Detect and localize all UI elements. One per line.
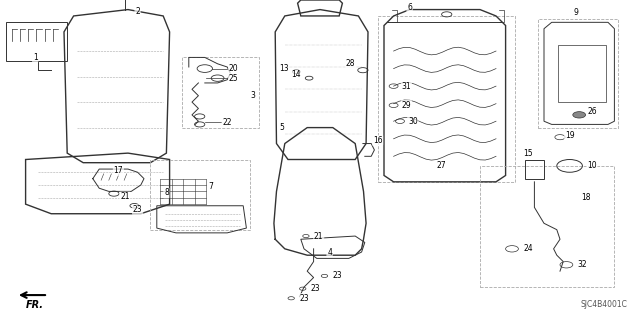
Text: 9: 9 — [573, 8, 579, 17]
Bar — [558, 45, 606, 102]
Text: FR.: FR. — [26, 300, 44, 310]
Text: 23: 23 — [310, 284, 321, 293]
Text: 12: 12 — [0, 318, 1, 319]
Text: 7: 7 — [209, 182, 214, 191]
Text: 21: 21 — [120, 192, 129, 201]
Bar — [182, 57, 259, 128]
Text: 29: 29 — [401, 101, 412, 110]
Text: 10: 10 — [587, 161, 597, 170]
Text: 23: 23 — [332, 271, 342, 280]
Text: 32: 32 — [577, 260, 588, 269]
Text: 2: 2 — [135, 7, 140, 16]
Text: 30: 30 — [408, 117, 418, 126]
Text: 28: 28 — [346, 59, 355, 68]
Text: 24: 24 — [523, 244, 533, 253]
Circle shape — [573, 112, 586, 118]
Text: 21: 21 — [314, 232, 323, 241]
Text: 31: 31 — [401, 82, 412, 91]
Text: 4: 4 — [327, 248, 332, 256]
Text: 1: 1 — [33, 53, 38, 62]
Text: 8: 8 — [164, 189, 169, 197]
Text: 17: 17 — [113, 166, 124, 175]
Bar — [538, 19, 618, 128]
Text: 15: 15 — [523, 149, 533, 158]
Bar — [378, 16, 515, 182]
Text: 5: 5 — [279, 123, 284, 132]
Bar — [150, 160, 250, 230]
Text: 26: 26 — [587, 107, 597, 116]
Bar — [480, 166, 614, 287]
Text: 18: 18 — [581, 193, 590, 202]
Text: 16: 16 — [372, 136, 383, 145]
Text: 19: 19 — [564, 131, 575, 140]
Text: SJC4B4001C: SJC4B4001C — [580, 300, 627, 309]
Text: 6: 6 — [407, 4, 412, 12]
Text: 25: 25 — [228, 74, 239, 83]
Text: 13: 13 — [278, 64, 289, 73]
Text: 23: 23 — [132, 205, 143, 214]
Text: 20: 20 — [228, 64, 239, 73]
Text: 22: 22 — [223, 118, 232, 127]
Bar — [6, 22, 67, 61]
Bar — [525, 160, 544, 179]
Text: 3: 3 — [250, 91, 255, 100]
Text: 27: 27 — [436, 161, 447, 170]
Text: 14: 14 — [291, 70, 301, 79]
Text: 23: 23 — [299, 294, 309, 303]
